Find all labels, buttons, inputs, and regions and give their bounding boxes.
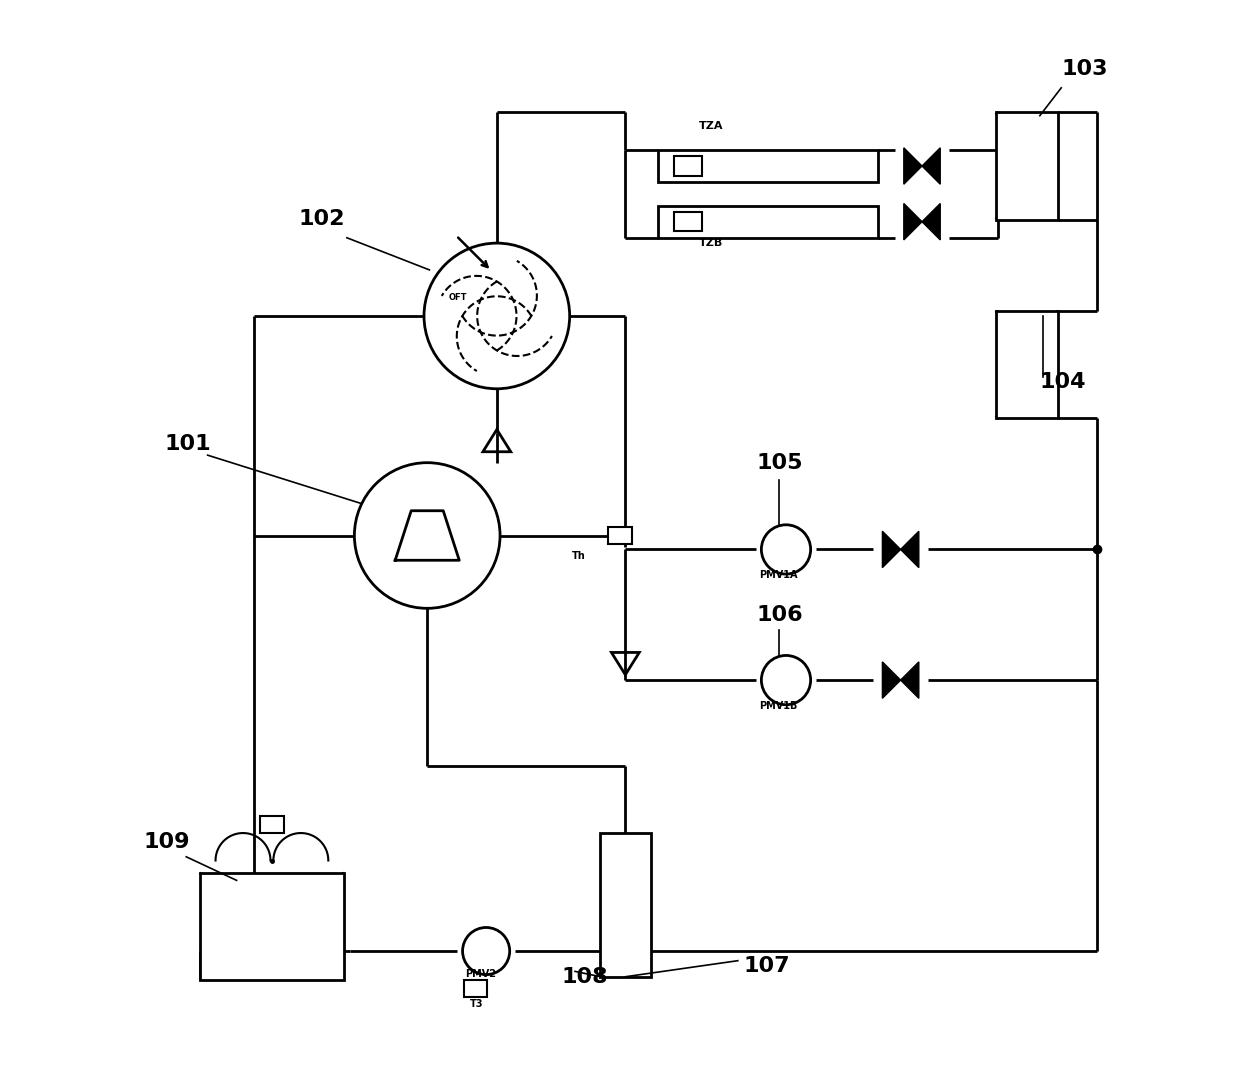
Polygon shape — [900, 531, 919, 568]
Bar — [658, 206, 878, 238]
Circle shape — [355, 463, 500, 608]
Text: 102: 102 — [299, 209, 345, 229]
Text: 105: 105 — [756, 453, 802, 473]
Text: TZA: TZA — [699, 121, 724, 131]
Circle shape — [761, 525, 811, 574]
Bar — [200, 873, 345, 980]
Text: T3: T3 — [470, 999, 484, 1009]
Bar — [675, 212, 702, 231]
Polygon shape — [883, 531, 900, 568]
Text: PMV1A: PMV1A — [759, 571, 797, 580]
Text: 103: 103 — [1061, 59, 1107, 79]
Bar — [658, 150, 878, 182]
Text: OFT: OFT — [449, 292, 467, 302]
Bar — [675, 156, 702, 176]
Text: 108: 108 — [560, 967, 608, 987]
Text: TZB: TZB — [699, 239, 723, 248]
Polygon shape — [923, 203, 940, 240]
Bar — [464, 980, 487, 997]
Circle shape — [761, 655, 811, 705]
Bar — [600, 833, 651, 977]
Bar — [996, 112, 1058, 220]
Polygon shape — [883, 662, 900, 698]
Text: 104: 104 — [1040, 372, 1086, 392]
Bar — [608, 527, 632, 544]
Text: Th: Th — [572, 552, 585, 561]
Text: 107: 107 — [743, 956, 790, 977]
Polygon shape — [904, 148, 923, 184]
Circle shape — [463, 927, 510, 975]
Polygon shape — [900, 662, 919, 698]
Bar — [260, 816, 284, 833]
Bar — [996, 311, 1058, 418]
Polygon shape — [904, 203, 923, 240]
Text: 109: 109 — [144, 832, 190, 853]
Polygon shape — [923, 148, 940, 184]
Text: PMV1B: PMV1B — [759, 702, 797, 711]
Text: 106: 106 — [756, 605, 802, 625]
Text: 101: 101 — [165, 434, 212, 454]
Circle shape — [424, 243, 569, 389]
Text: PMV2: PMV2 — [465, 969, 496, 979]
